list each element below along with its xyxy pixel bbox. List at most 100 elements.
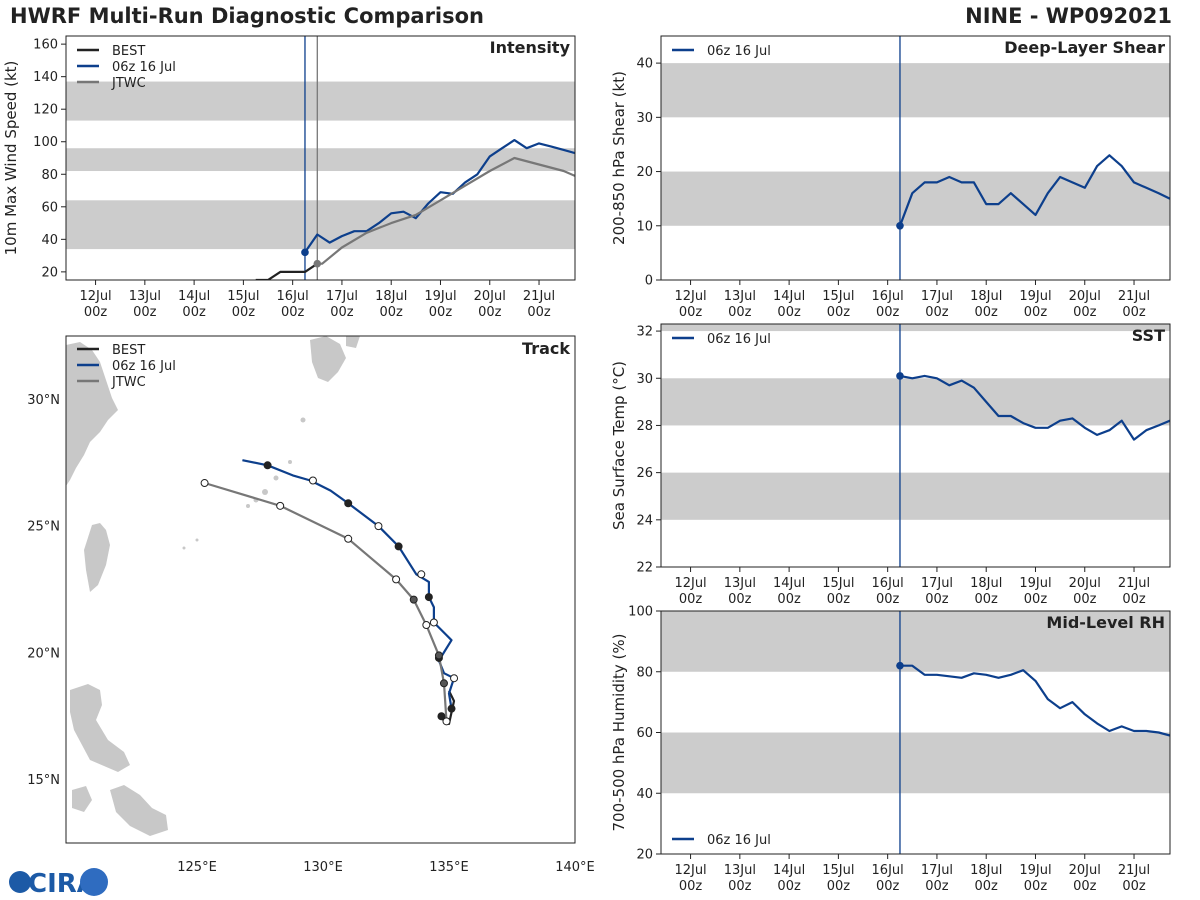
shear-axes-frame [660,35,1171,281]
rh-xtick-date: 13Jul [724,863,756,878]
rh-ytick-label: 100 [628,605,653,620]
shear-xtick-hour: 00z [827,305,851,320]
track-path-06z-16-jul [242,459,456,709]
intensity-xtick-date: 20Jul [474,289,506,304]
sst-xtick-date: 21Jul [1118,576,1150,591]
sst-ylabel: Sea Surface Temp (°C) [610,361,628,530]
shear-xtick-hour: 00z [1122,305,1146,320]
shear-ytick-label: 30 [636,111,653,126]
intensity-series-06z-16-jul [304,139,575,253]
shear-xtick-hour: 00z [925,305,949,320]
panel-track: 125°E 130°E 135°E 140°E 15°N 20°N 25°N 30°N Trac… [27,335,595,875]
shear-legend-label: 06z 16 Jul [707,44,771,59]
shear-xtick-date: 19Jul [1019,289,1051,304]
sst-ytick-label: 28 [636,419,653,434]
intensity-ytick-label: 60 [41,200,58,215]
track-ytick-label: 25°N [27,520,60,535]
intensity-series-start-marker [301,248,309,257]
visayas [110,785,168,836]
intensity-band [66,148,575,172]
intensity-legend-label: BEST [112,44,145,59]
track-marker-06z-16-jul [429,618,438,627]
shear-ytick-label: 10 [636,219,653,234]
intensity-series-start-marker [313,259,322,268]
track-marker-jtwc [439,679,448,688]
rh-xtick-hour: 00z [975,879,999,894]
islet [182,546,186,550]
track-legend-label: 06z 16 Jul [112,359,176,374]
sst-legend-label: 06z 16 Jul [707,332,771,347]
shear-title: Deep-Layer Shear [1004,38,1165,57]
sst-ytick-label: 24 [636,513,653,528]
shear-xtick-hour: 00z [1073,305,1097,320]
track-ytick-label: 15°N [27,773,60,788]
track-marker-jtwc [409,595,418,604]
track-marker-best [437,712,446,721]
intensity-series-best [255,262,318,280]
sst-xtick-date: 19Jul [1019,576,1051,591]
shear-ytick-label: 40 [636,57,653,72]
track-marker-jtwc [200,479,209,488]
intensity-xtick-date: 15Jul [227,289,259,304]
rh-xtick-hour: 00z [925,879,949,894]
track-ytick-label: 30°N [27,393,60,408]
intensity-legend-label: JTWC [111,76,146,91]
track-marker-jtwc [442,717,451,726]
track-xtick-label: 130°E [303,860,343,875]
sst-series-06z-16-jul [899,374,1170,441]
shear-ytick-label: 20 [636,165,653,180]
rh-ytick-label: 40 [636,787,653,802]
intensity-ytick-label: 20 [41,265,58,280]
track-legend-label: JTWC [111,375,146,390]
intensity-xtick-hour: 00z [133,305,157,320]
intensity-xtick-hour: 00z [527,305,551,320]
logo-globe-right-icon [80,868,108,896]
shear-band [661,171,1170,226]
sst-xtick-hour: 00z [975,592,999,607]
shear-xtick-date: 17Jul [921,289,953,304]
sst-xtick-hour: 00z [679,592,703,607]
track-marker-06z-16-jul [424,593,433,602]
rh-series-06z-16-jul [900,664,1170,737]
shear-ytick-label: 0 [645,274,653,289]
logo-globe-left-icon [9,871,31,893]
shear-band [661,63,1170,118]
rh-xtick-date: 20Jul [1069,863,1101,878]
intensity-ylabel: 10m Max Wind Speed (kt) [2,61,20,256]
shikoku [346,336,360,348]
intensity-xtick-hour: 00z [429,305,453,320]
shear-xtick-hour: 00z [1024,305,1048,320]
track-marker-06z-16-jul [417,570,426,579]
intensity-xtick-hour: 00z [380,305,404,320]
track-marker-jtwc [276,501,285,510]
intensity-xtick-date: 16Jul [277,289,309,304]
track-marker-06z-16-jul [394,542,403,551]
sst-xtick-hour: 00z [777,592,801,607]
page-title: HWRF Multi-Run Diagnostic Comparison [10,4,485,28]
rh-ytick-label: 20 [636,848,653,863]
shear-xtick-hour: 00z [876,305,900,320]
rh-xtick-hour: 00z [827,879,851,894]
sst-xtick-date: 13Jul [724,576,756,591]
sst-xtick-hour: 00z [728,592,752,607]
rh-ylabel: 700-500 hPa Humidity (%) [610,633,628,831]
shear-xtick-date: 21Jul [1118,289,1150,304]
rh-xtick-date: 16Jul [872,863,904,878]
track-xtick-label: 125°E [177,860,217,875]
intensity-xtick-hour: 00z [182,305,206,320]
rh-ytick-label: 80 [636,665,653,680]
shear-series-start-marker [896,221,904,230]
rh-title: Mid-Level RH [1046,613,1165,632]
track-marker-06z-16-jul [447,704,456,713]
rh-xtick-hour: 00z [1122,879,1146,894]
rh-xtick-hour: 00z [1073,879,1097,894]
intensity-xtick-hour: 00z [232,305,256,320]
track-plot-area [200,459,459,726]
luzon [70,684,130,772]
intensity-xtick-date: 12Jul [79,289,111,304]
sst-xtick-date: 16Jul [872,576,904,591]
rh-xtick-hour: 00z [1024,879,1048,894]
shear-xtick-date: 18Jul [970,289,1002,304]
rh-xtick-date: 19Jul [1019,863,1051,878]
